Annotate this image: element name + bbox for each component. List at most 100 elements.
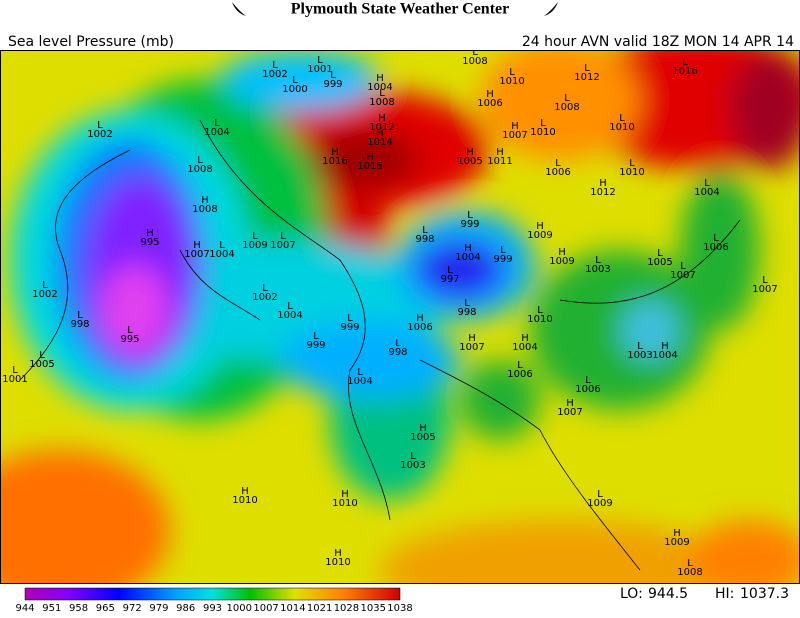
center-pressure: 1007 (752, 284, 777, 295)
center-pressure: 1008 (462, 56, 487, 67)
center-pressure: 1005 (410, 432, 435, 443)
center-pressure: 1012 (590, 187, 615, 198)
center-pressure: 1005 (647, 257, 672, 268)
center-type: H (661, 341, 669, 352)
center-type: L (500, 245, 506, 256)
center-type: L (564, 93, 570, 104)
center-pressure: 1010 (527, 314, 552, 325)
center-type: H (464, 243, 472, 254)
center-type: L (584, 63, 590, 74)
center-type: H (341, 489, 349, 500)
center-pressure: 1004 (694, 187, 719, 198)
center-pressure: 1007 (270, 240, 295, 251)
center-type: L (317, 55, 323, 66)
center-pressure: 998 (388, 347, 407, 358)
center-pressure: 1004 (204, 127, 229, 138)
center-pressure: 1009 (549, 256, 574, 267)
center-type: L (422, 225, 428, 236)
center-pressure: 999 (493, 254, 512, 265)
colorbar-label: 1035 (360, 603, 385, 614)
colorbar-label: 993 (203, 603, 222, 614)
center-type: L (272, 60, 278, 71)
center-type: L (517, 360, 523, 371)
pressure-centers: L1002H995L995L1002L998L1005L1001H1007L10… (2, 51, 777, 578)
center-type: L (585, 375, 591, 386)
center-type: L (127, 325, 133, 336)
center-type: H (146, 228, 154, 239)
center-pressure: 1006 (477, 98, 502, 109)
center-type: L (347, 313, 353, 324)
center-pressure: 1016 (357, 161, 382, 172)
center-type: L (39, 350, 45, 361)
center-pressure: 1007 (557, 407, 582, 418)
center-pressure: 1011 (487, 156, 512, 167)
center-pressure: 1002 (252, 292, 277, 303)
hi-label: HI: (715, 586, 734, 602)
center-type: H (521, 333, 529, 344)
lo-value: 944.5 (648, 586, 688, 602)
center-type: H (378, 113, 386, 124)
colorbar-label: 972 (123, 603, 142, 614)
center-type: L (682, 57, 688, 68)
center-type: L (357, 367, 363, 378)
center-type: H (599, 178, 607, 189)
center-pressure: 1008 (187, 164, 212, 175)
center-pressure: 1002 (32, 289, 57, 300)
center-pressure: 1008 (369, 97, 394, 108)
colorbar-label: 965 (96, 603, 115, 614)
center-pressure: 1004 (455, 252, 480, 263)
center-type: L (597, 489, 603, 500)
title: Plymouth State Weather Center (291, 1, 509, 18)
colorbar (24, 587, 401, 601)
colorbar-label: 979 (149, 603, 168, 614)
colorbar-label: 1014 (280, 603, 305, 614)
center-pressure: 1000 (282, 84, 307, 95)
center-type: H (466, 147, 474, 158)
center-pressure: 1004 (512, 342, 537, 353)
center-pressure: 1006 (575, 384, 600, 395)
center-pressure: 1005 (29, 359, 54, 370)
center-type: L (252, 231, 258, 242)
center-type: H (566, 398, 574, 409)
center-pressure: 1010 (609, 122, 634, 133)
center-type: L (262, 283, 268, 294)
center-pressure: 1012 (574, 72, 599, 83)
center-pressure: 1001 (307, 64, 332, 75)
center-type: H (486, 89, 494, 100)
center-type: L (467, 210, 473, 221)
colorbar-labels: 944 951 958 965 972 979 986 993 1000 1007 1014 1021… (15, 603, 412, 614)
center-pressure: 1007 (184, 249, 209, 260)
center-pressure: 998 (457, 307, 476, 318)
center-pressure: 998 (415, 234, 434, 245)
center-type: H (673, 528, 681, 539)
center-pressure: 1008 (192, 204, 217, 215)
center-pressure: 1007 (502, 130, 527, 141)
center-type: L (680, 261, 686, 272)
center-type: L (537, 305, 543, 316)
center-pressure: 995 (140, 237, 159, 248)
center-pressure: 1010 (232, 495, 257, 506)
center-type: H (496, 147, 504, 158)
colorbar-label: 986 (176, 603, 195, 614)
colorbar-label: 1007 (253, 603, 278, 614)
center-pressure: 1004 (277, 310, 302, 321)
colorbar-label: 951 (42, 603, 61, 614)
center-pressure: 999 (306, 340, 325, 351)
center-type: L (379, 88, 385, 99)
center-pressure: 1009 (587, 498, 612, 509)
center-pressure: 1008 (554, 102, 579, 113)
center-pressure: 1003 (400, 460, 425, 471)
center-pressure: 1003 (585, 264, 610, 275)
center-type: L (713, 233, 719, 244)
center-type: L (395, 338, 401, 349)
center-type: H (193, 240, 201, 251)
center-type: L (704, 178, 710, 189)
center-pressure: 1001 (2, 374, 27, 385)
center-type: L (657, 248, 663, 259)
center-type: L (292, 75, 298, 86)
center-pressure: 1006 (507, 369, 532, 380)
center-pressure: 1007 (670, 270, 695, 281)
center-type: L (595, 255, 601, 266)
coastline (19, 119, 741, 571)
